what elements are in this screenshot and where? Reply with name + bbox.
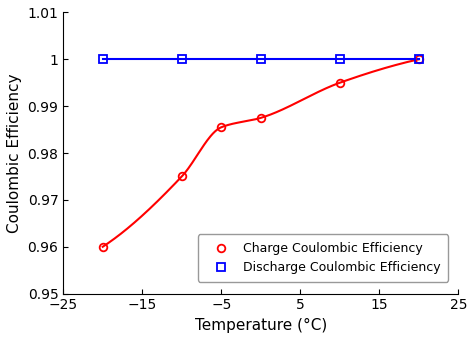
Discharge Coulombic Efficiency [337, 57, 343, 61]
Legend: Charge Coulombic Efficiency, Discharge Coulombic Efficiency: Charge Coulombic Efficiency, Discharge C… [198, 235, 448, 282]
Y-axis label: Coulombic Efficiency: Coulombic Efficiency [7, 73, 22, 233]
Discharge Coulombic Efficiency [258, 57, 264, 61]
Line: Charge Coulombic Efficiency: Charge Coulombic Efficiency [99, 55, 423, 251]
Line: Discharge Coulombic Efficiency: Discharge Coulombic Efficiency [99, 55, 423, 63]
X-axis label: Temperature (°C): Temperature (°C) [195, 318, 327, 333]
Charge Coulombic Efficiency [258, 116, 264, 120]
Discharge Coulombic Efficiency [179, 57, 184, 61]
Charge Coulombic Efficiency [219, 125, 224, 129]
Discharge Coulombic Efficiency [416, 57, 422, 61]
Charge Coulombic Efficiency [179, 174, 184, 179]
Discharge Coulombic Efficiency [100, 57, 106, 61]
Charge Coulombic Efficiency [416, 57, 422, 61]
Charge Coulombic Efficiency [337, 81, 343, 85]
Charge Coulombic Efficiency [100, 245, 106, 249]
